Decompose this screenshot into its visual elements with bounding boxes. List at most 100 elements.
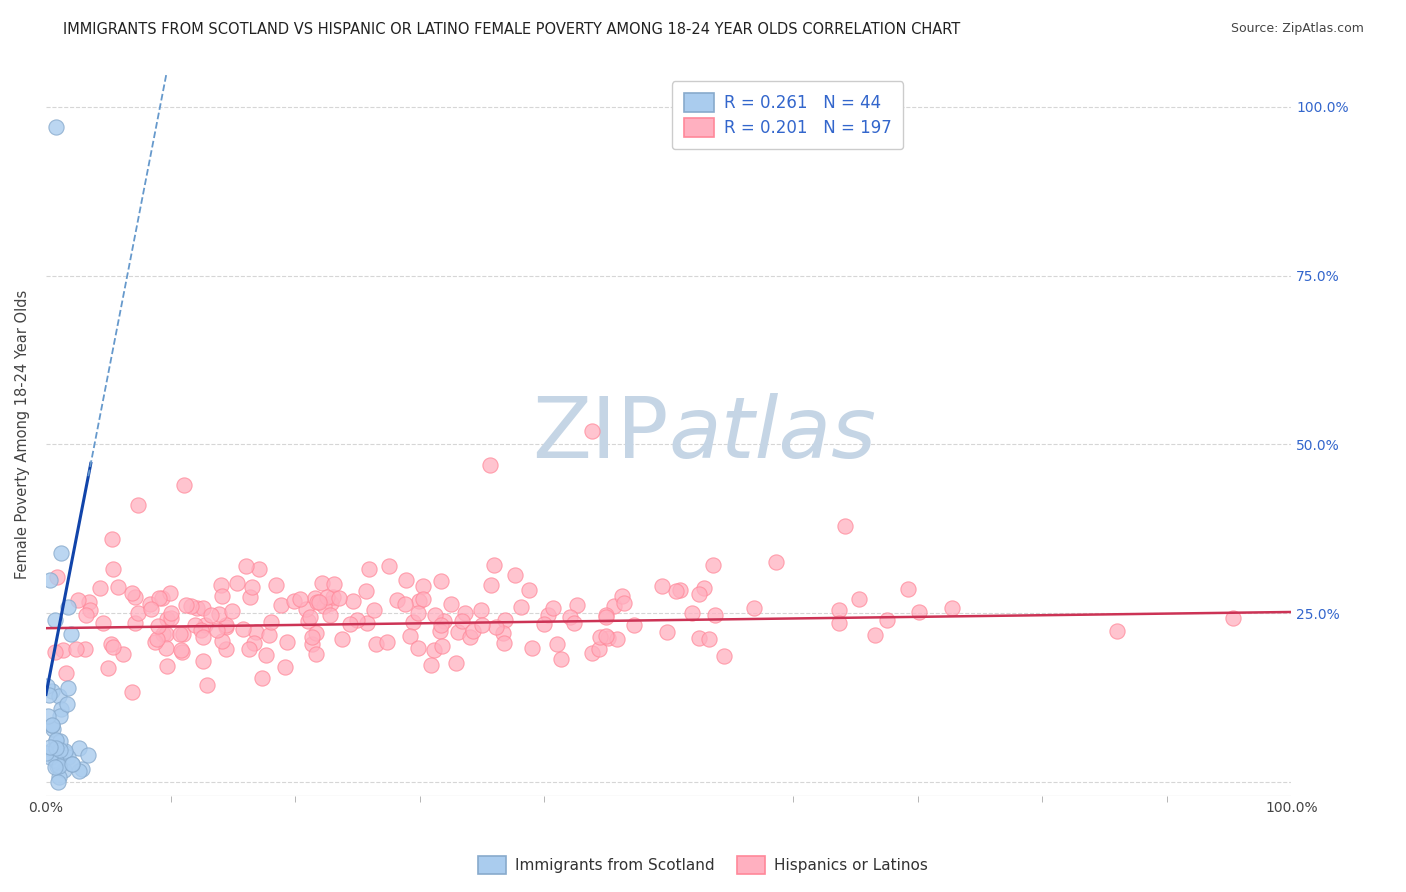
Point xyxy=(876,613,898,627)
Point xyxy=(180,599,202,613)
Point xyxy=(378,558,401,573)
Point xyxy=(702,558,724,573)
Text: ZIP: ZIP xyxy=(531,392,669,475)
Point xyxy=(589,630,612,644)
Point xyxy=(492,625,515,640)
Point xyxy=(828,615,851,630)
Point xyxy=(215,620,238,634)
Point xyxy=(215,617,238,632)
Point xyxy=(152,627,174,641)
Point xyxy=(48,770,70,784)
Point xyxy=(209,578,232,592)
Point xyxy=(44,613,66,627)
Point xyxy=(322,576,344,591)
Point xyxy=(363,603,385,617)
Point xyxy=(295,601,318,615)
Point xyxy=(494,613,516,627)
Point xyxy=(402,615,425,629)
Point xyxy=(124,590,146,604)
Point xyxy=(38,749,60,764)
Point xyxy=(39,573,62,587)
Point xyxy=(186,600,208,615)
Point xyxy=(1105,624,1128,639)
Point xyxy=(127,606,149,620)
Point xyxy=(70,762,93,776)
Point xyxy=(58,681,80,695)
Point xyxy=(77,595,100,609)
Point xyxy=(49,545,72,559)
Point xyxy=(603,599,626,613)
Point xyxy=(848,592,870,607)
Point xyxy=(37,679,59,693)
Point xyxy=(681,606,703,620)
Point xyxy=(304,647,326,661)
Point xyxy=(38,688,60,702)
Point xyxy=(254,648,277,662)
Point xyxy=(49,709,72,723)
Point xyxy=(159,611,181,625)
Point xyxy=(346,613,368,627)
Point xyxy=(45,732,67,747)
Point xyxy=(458,630,481,644)
Point xyxy=(406,606,429,620)
Point xyxy=(41,684,63,698)
Point xyxy=(211,590,233,604)
Point xyxy=(665,584,688,599)
Point xyxy=(354,584,377,599)
Point xyxy=(558,610,581,624)
Point xyxy=(145,632,167,646)
Point xyxy=(53,744,76,758)
Y-axis label: Female Poverty Among 18-24 Year Olds: Female Poverty Among 18-24 Year Olds xyxy=(15,290,30,579)
Point xyxy=(342,594,364,608)
Point xyxy=(48,734,70,748)
Text: IMMIGRANTS FROM SCOTLAND VS HISPANIC OR LATINO FEMALE POVERTY AMONG 18-24 YEAR O: IMMIGRANTS FROM SCOTLAND VS HISPANIC OR … xyxy=(63,22,960,37)
Point xyxy=(35,747,58,761)
Point xyxy=(100,637,122,651)
Point xyxy=(742,601,765,615)
Point xyxy=(315,590,337,604)
Point xyxy=(65,641,87,656)
Point xyxy=(127,498,149,512)
Point xyxy=(564,616,586,631)
Point xyxy=(121,585,143,599)
Point xyxy=(257,628,280,642)
Point xyxy=(356,615,378,630)
Point xyxy=(328,591,350,606)
Point xyxy=(191,654,214,668)
Point xyxy=(697,632,720,646)
Point xyxy=(440,598,463,612)
Point xyxy=(274,660,297,674)
Point xyxy=(170,645,193,659)
Point xyxy=(613,596,636,610)
Point xyxy=(319,596,342,610)
Point xyxy=(668,582,690,597)
Point xyxy=(288,592,311,607)
Point xyxy=(100,532,122,546)
Point xyxy=(941,600,963,615)
Point xyxy=(160,606,183,620)
Point xyxy=(45,733,67,747)
Legend: R = 0.261   N = 44, R = 0.201   N = 197: R = 0.261 N = 44, R = 0.201 N = 197 xyxy=(672,81,903,149)
Point xyxy=(60,756,83,771)
Point xyxy=(319,607,342,622)
Point xyxy=(482,558,505,573)
Point xyxy=(517,582,540,597)
Point xyxy=(834,518,856,533)
Point xyxy=(52,643,75,657)
Point xyxy=(101,640,124,654)
Point xyxy=(339,617,361,632)
Point xyxy=(239,590,262,604)
Point xyxy=(433,614,456,628)
Point xyxy=(176,599,198,613)
Point xyxy=(121,684,143,698)
Point xyxy=(863,628,886,642)
Point xyxy=(41,717,63,731)
Point xyxy=(444,657,467,671)
Point xyxy=(52,763,75,777)
Point xyxy=(232,623,254,637)
Point xyxy=(447,624,470,639)
Point xyxy=(596,632,619,646)
Point xyxy=(828,603,851,617)
Point xyxy=(305,625,328,640)
Point xyxy=(67,764,90,779)
